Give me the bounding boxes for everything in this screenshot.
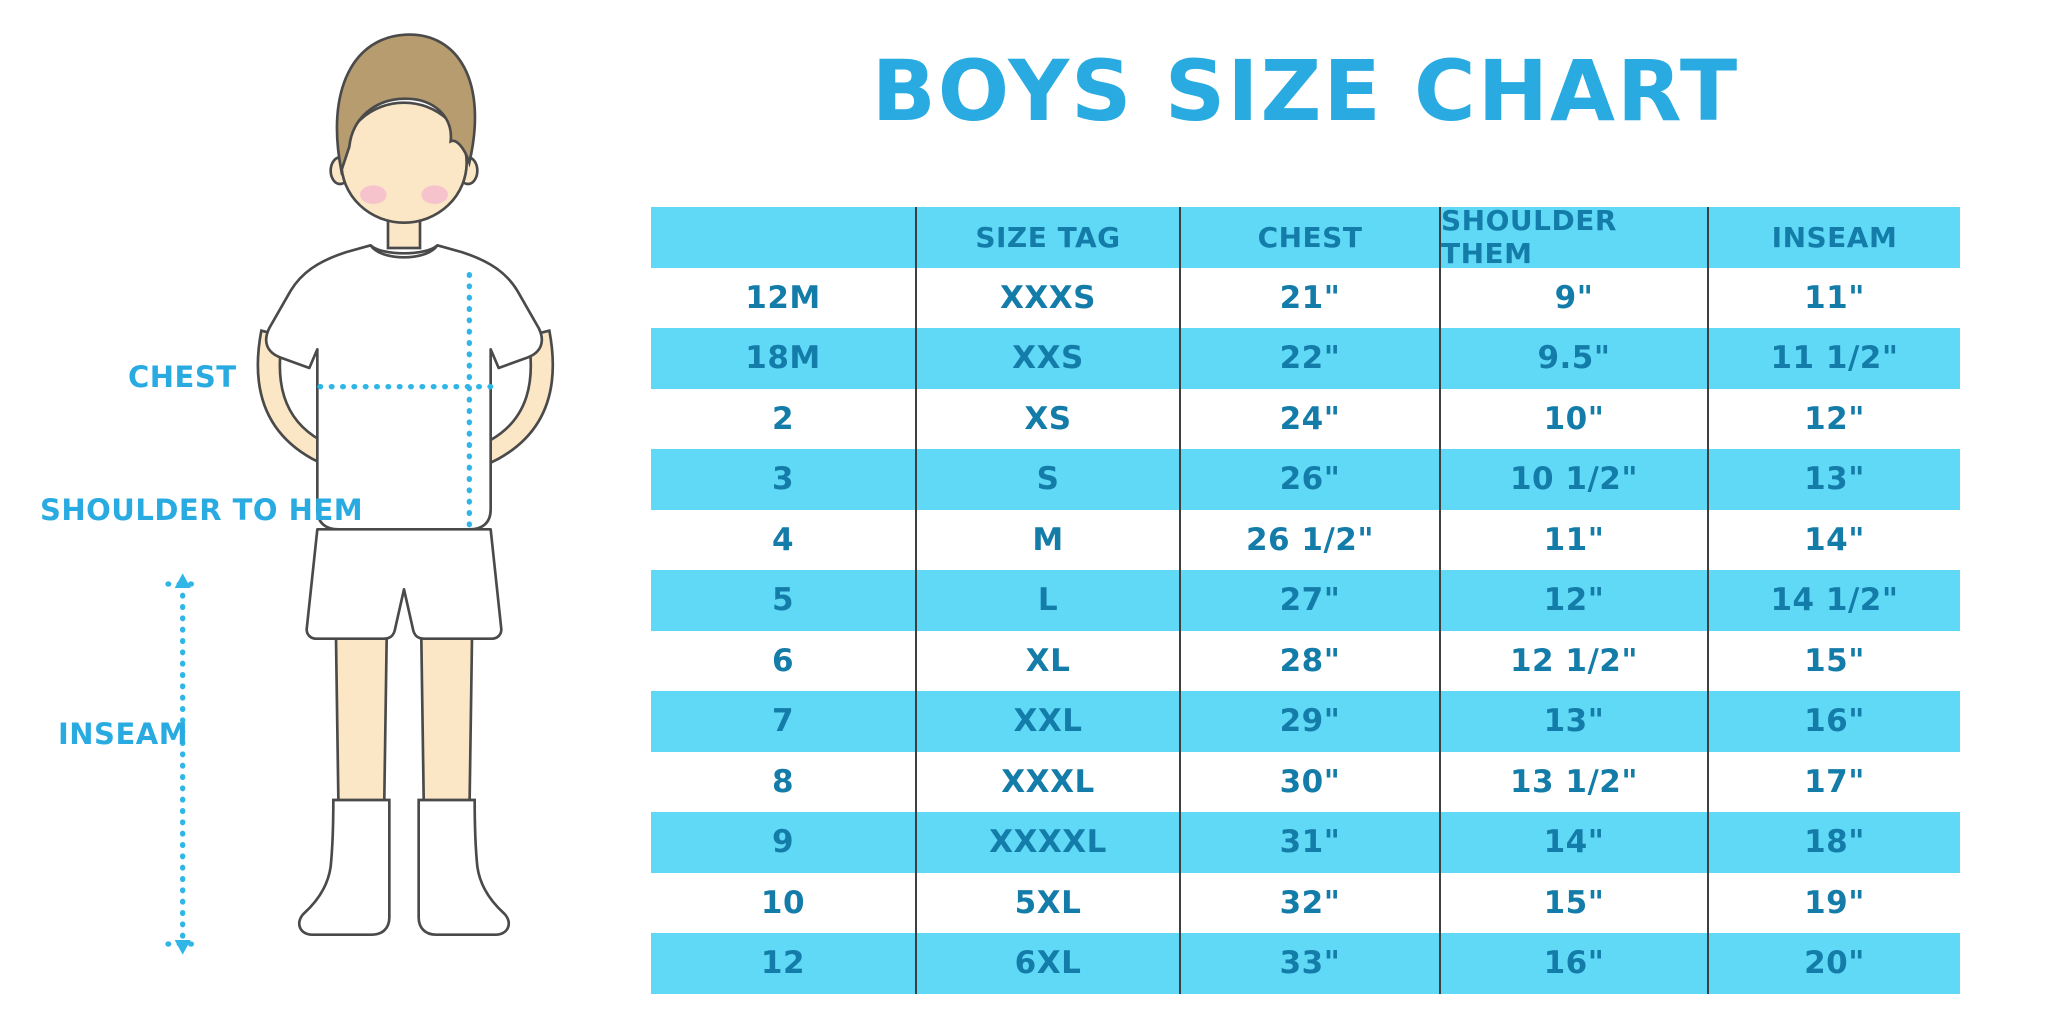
table-cell: L (915, 570, 1179, 631)
table-cell: 29" (1179, 691, 1439, 752)
table-cell: XS (915, 388, 1179, 449)
table-cell: 11" (1439, 509, 1707, 570)
table-cell: 18" (1707, 812, 1960, 873)
table-row: 4 M 26 1/2" 11" 14" (651, 509, 1960, 570)
table-cell: 19" (1707, 872, 1960, 933)
table-cell: 4 (771, 521, 795, 558)
table-cell: 12 1/2" (1439, 630, 1707, 691)
table-cell: 10 (760, 884, 806, 921)
boy-figure-illustration (0, 0, 640, 1024)
page-title: BOYS SIZE CHART (871, 42, 1740, 140)
table-cell: 26" (1179, 449, 1439, 510)
table-row: 5 L 27" 12" 14 1/2" (651, 570, 1960, 631)
table-cell: 14" (1439, 812, 1707, 873)
table-cell: S (915, 449, 1179, 510)
table-row: 10 5XL 32" 15" 19" (651, 872, 1960, 933)
table-cell: 27" (1179, 570, 1439, 631)
table-row: 18M XXS 22" 9.5" 11 1/2" (651, 328, 1960, 389)
table-cell: 14 1/2" (1707, 570, 1960, 631)
table-cell: 30" (1179, 751, 1439, 812)
table-cell: 2 (771, 400, 795, 437)
table-cell: 13" (1707, 449, 1960, 510)
table-cell: 11" (1707, 267, 1960, 328)
table-cell: 24" (1179, 388, 1439, 449)
boy-hair (335, 33, 477, 176)
table-cell: XXS (915, 328, 1179, 389)
table-cell: 6XL (915, 933, 1179, 994)
boy-shorts (305, 527, 503, 640)
boy-socks (297, 798, 511, 936)
column-header: SHOULDER THEM (1439, 204, 1707, 270)
table-cell: 9 (771, 824, 795, 861)
table-cell: 10 1/2" (1439, 449, 1707, 510)
boy-shirt (264, 243, 544, 531)
table-row: 9 XXXXL 31" 14" 18" (651, 812, 1960, 873)
table-row: 8 XXXL 30" 13 1/2" 17" (651, 751, 1960, 812)
inseam-arrowheads (174, 573, 191, 955)
table-cell: XXXL (915, 751, 1179, 812)
column-header (651, 207, 915, 268)
table-row: 7 XXL 29" 13" 16" (651, 691, 1960, 752)
table-row: 2 XS 24" 10" 12" (651, 388, 1960, 449)
table-cell: 22" (1179, 328, 1439, 389)
table-cell: 14" (1707, 509, 1960, 570)
size-table-body: 12M XXXS 21" 9" 11" 18M XXS 22" 9.5" 11 1/2" 2 XS 24… (651, 267, 1960, 994)
table-cell: 12M (745, 279, 821, 316)
shoulder-to-hem-label: SHOULDER TO HEM (40, 493, 364, 527)
table-cell: 21" (1179, 267, 1439, 328)
table-cell: 12" (1707, 388, 1960, 449)
table-cell: 9.5" (1439, 328, 1707, 389)
table-row: 12M XXXS 21" 9" 11" (651, 267, 1960, 328)
table-cell: 33" (1179, 933, 1439, 994)
size-table: SIZE TAG CHEST SHOULDER THEM INSEAM 12M XXXS… (651, 204, 1960, 994)
table-row: 6 XL 28" 12 1/2" 15" (651, 630, 1960, 691)
table-cell: 9" (1439, 267, 1707, 328)
table-cell: 12" (1439, 570, 1707, 631)
table-cell: 8 (771, 763, 795, 800)
table-cell: 31" (1179, 812, 1439, 873)
table-cell: XXXS (915, 267, 1179, 328)
table-cell: XXXXL (915, 812, 1179, 873)
table-cell: 10" (1439, 388, 1707, 449)
column-header: SIZE TAG (915, 207, 1179, 268)
boy-figure-svg (165, 33, 555, 955)
table-cell: 13 1/2" (1439, 751, 1707, 812)
table-cell: 17" (1707, 751, 1960, 812)
chest-label: CHEST (128, 360, 237, 394)
column-header: CHEST (1179, 207, 1439, 268)
table-cell: 3 (771, 461, 795, 498)
table-cell: 6 (771, 642, 795, 679)
table-row: 3 S 26" 10 1/2" 13" (651, 449, 1960, 510)
table-cell: XL (915, 630, 1179, 691)
boy-collar (369, 244, 439, 259)
table-cell: 18M (745, 340, 821, 377)
inseam-label: INSEAM (58, 717, 189, 751)
table-cell: M (915, 509, 1179, 570)
table-header-row: SIZE TAG CHEST SHOULDER THEM INSEAM (651, 204, 1960, 270)
table-cell: 12 (760, 945, 806, 982)
column-header: INSEAM (1707, 207, 1960, 268)
table-cell: 16" (1439, 933, 1707, 994)
table-row: 12 6XL 33" 16" 20" (651, 933, 1960, 994)
table-cell: 16" (1707, 691, 1960, 752)
table-cell: 11 1/2" (1707, 328, 1960, 389)
table-cell: 7 (771, 703, 795, 740)
table-cell: 5XL (915, 872, 1179, 933)
table-cell: 32" (1179, 872, 1439, 933)
table-cell: XXL (915, 691, 1179, 752)
table-cell: 13" (1439, 691, 1707, 752)
table-cell: 20" (1707, 933, 1960, 994)
table-cell: 5 (771, 582, 795, 619)
table-cell: 15" (1707, 630, 1960, 691)
table-cell: 26 1/2" (1179, 509, 1439, 570)
table-cell: 28" (1179, 630, 1439, 691)
table-cell: 15" (1439, 872, 1707, 933)
boy-blush (360, 185, 448, 204)
boy-legs (334, 637, 474, 822)
